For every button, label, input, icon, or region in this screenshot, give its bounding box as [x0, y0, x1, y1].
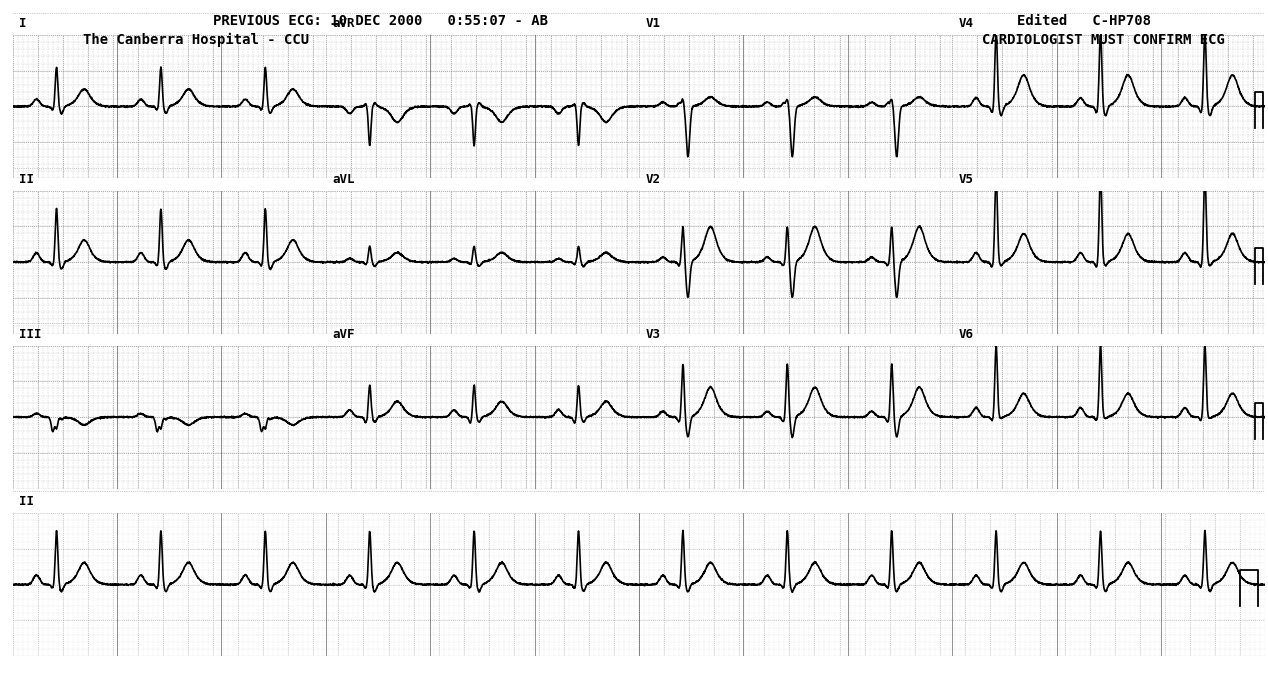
Text: V5: V5 — [959, 173, 974, 186]
Text: V3: V3 — [645, 328, 661, 341]
Text: III: III — [19, 328, 42, 341]
Text: I: I — [19, 17, 27, 30]
Text: Edited   C-HP708: Edited C-HP708 — [1017, 14, 1151, 28]
Text: CARDIOLOGIST MUST CONFIRM ECG: CARDIOLOGIST MUST CONFIRM ECG — [981, 33, 1225, 47]
Text: PREVIOUS ECG: 10 DEC 2000   0:55:07 - AB: PREVIOUS ECG: 10 DEC 2000 0:55:07 - AB — [213, 14, 548, 28]
Text: The Canberra Hospital - CCU: The Canberra Hospital - CCU — [84, 33, 309, 47]
Text: II: II — [19, 496, 34, 508]
Text: II: II — [19, 173, 34, 186]
Text: V6: V6 — [959, 328, 974, 341]
Text: V2: V2 — [645, 173, 661, 186]
Text: aVF: aVF — [332, 328, 355, 341]
Text: V1: V1 — [645, 17, 661, 30]
Text: aVR: aVR — [332, 17, 355, 30]
Text: aVL: aVL — [332, 173, 355, 186]
Text: V4: V4 — [959, 17, 974, 30]
